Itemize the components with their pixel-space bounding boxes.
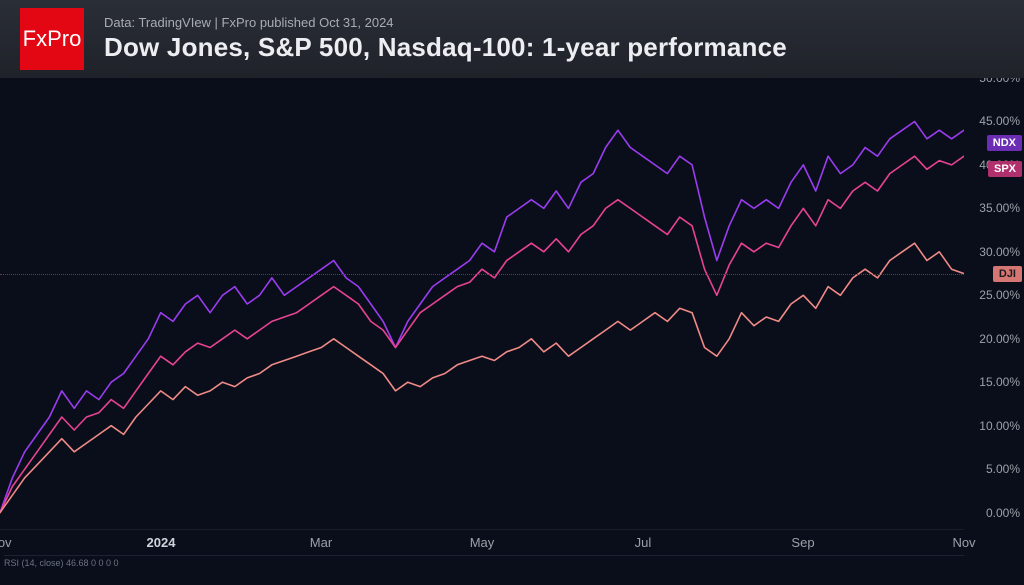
- series-badge-ndx: NDX: [987, 135, 1022, 151]
- x-axis: Nov2024MarMayJulSepNov: [0, 530, 964, 550]
- x-tick-label: Sep: [791, 535, 814, 550]
- chart-title: Dow Jones, S&P 500, Nasdaq-100: 1-year p…: [104, 32, 787, 63]
- y-tick-label: 20.00%: [979, 332, 1020, 346]
- chart-meta: Data: TradingVIew | FxPro published Oct …: [104, 15, 787, 30]
- y-tick-label: 10.00%: [979, 419, 1020, 433]
- series-line-spx: [0, 156, 964, 512]
- y-tick-label: 5.00%: [986, 462, 1020, 476]
- x-tick-label: Jul: [635, 535, 652, 550]
- y-tick-label: 25.00%: [979, 288, 1020, 302]
- series-badge-spx: SPX: [988, 161, 1022, 177]
- y-tick-label: 30.00%: [979, 245, 1020, 259]
- x-tick-label: Mar: [310, 535, 332, 550]
- series-badge-dji: DJI: [993, 266, 1022, 282]
- x-tick-label: May: [470, 535, 495, 550]
- y-tick-label: 35.00%: [979, 201, 1020, 215]
- chart-header: FxPro Data: TradingVIew | FxPro publishe…: [0, 0, 1024, 78]
- series-line-ndx: [0, 122, 964, 513]
- fxpro-logo: FxPro: [20, 8, 84, 70]
- logo-text: FxPro: [23, 26, 82, 52]
- chart-area: 0.00% 5.00% 10.00% 15.00% 20.00% 25.00% 30.00%…: [0, 78, 1024, 530]
- y-tick-label: 45.00%: [979, 114, 1020, 128]
- x-tick-label: Nov: [952, 535, 975, 550]
- reference-line: [0, 274, 964, 275]
- y-tick-label: 0.00%: [986, 506, 1020, 520]
- y-tick-label: 15.00%: [979, 375, 1020, 389]
- header-text: Data: TradingVIew | FxPro published Oct …: [104, 15, 787, 63]
- x-tick-label: 2024: [147, 535, 176, 550]
- chart-plot[interactable]: [0, 78, 964, 530]
- rsi-indicator-label: RSI (14, close) 46.68 0 0 0 0: [4, 555, 964, 569]
- x-tick-label: Nov: [0, 535, 12, 550]
